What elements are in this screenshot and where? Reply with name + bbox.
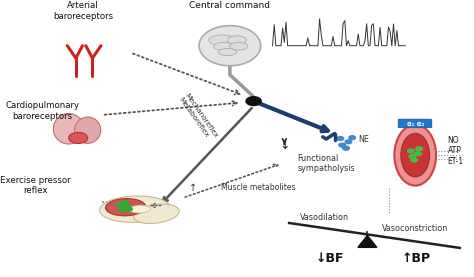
Text: Central command: Central command — [190, 1, 270, 10]
Text: Muscle metabolites: Muscle metabolites — [221, 183, 296, 192]
Circle shape — [339, 143, 346, 147]
FancyBboxPatch shape — [398, 119, 432, 128]
Ellipse shape — [228, 36, 246, 45]
Circle shape — [349, 136, 356, 140]
Ellipse shape — [100, 196, 171, 222]
Circle shape — [124, 204, 130, 208]
Circle shape — [415, 152, 421, 156]
Ellipse shape — [230, 42, 248, 50]
Text: α₁ α₂: α₁ α₂ — [407, 120, 424, 127]
Circle shape — [408, 149, 414, 153]
Text: Exercise pressor
reflex: Exercise pressor reflex — [0, 176, 71, 195]
Circle shape — [119, 208, 126, 212]
Circle shape — [337, 137, 344, 140]
Text: ↓BF: ↓BF — [315, 253, 344, 265]
Text: Mechanoreflex
Metaboreflex: Mechanoreflex Metaboreflex — [178, 92, 219, 143]
Text: NE: NE — [358, 135, 369, 144]
Circle shape — [343, 146, 349, 150]
Ellipse shape — [214, 42, 234, 51]
Ellipse shape — [209, 35, 235, 45]
Polygon shape — [358, 235, 377, 247]
Circle shape — [416, 147, 422, 151]
Circle shape — [122, 201, 128, 205]
Text: Vasodilation: Vasodilation — [300, 213, 349, 222]
Circle shape — [246, 97, 261, 106]
Text: ↑: ↑ — [189, 183, 197, 193]
Circle shape — [116, 203, 123, 207]
Circle shape — [126, 207, 132, 211]
Circle shape — [411, 158, 418, 162]
Ellipse shape — [219, 48, 237, 56]
Text: Vasoconstriction: Vasoconstriction — [382, 224, 448, 233]
Text: NO
ATP
ET-1: NO ATP ET-1 — [447, 136, 464, 166]
Text: Functional
sympatholysis: Functional sympatholysis — [298, 154, 356, 173]
Circle shape — [345, 140, 352, 144]
Text: Cardiopulmonary
baroreceptors: Cardiopulmonary baroreceptors — [6, 101, 80, 120]
Text: ↓: ↓ — [279, 139, 290, 152]
Text: ↑BP: ↑BP — [401, 253, 431, 265]
Ellipse shape — [69, 132, 88, 143]
Ellipse shape — [106, 199, 146, 216]
Ellipse shape — [401, 134, 429, 177]
Text: Arterial
baroreceptors: Arterial baroreceptors — [53, 1, 113, 21]
Ellipse shape — [394, 125, 436, 186]
Ellipse shape — [75, 117, 100, 143]
Ellipse shape — [134, 204, 179, 224]
Ellipse shape — [199, 25, 261, 66]
Ellipse shape — [129, 205, 150, 213]
Ellipse shape — [53, 114, 84, 144]
Circle shape — [409, 155, 416, 158]
